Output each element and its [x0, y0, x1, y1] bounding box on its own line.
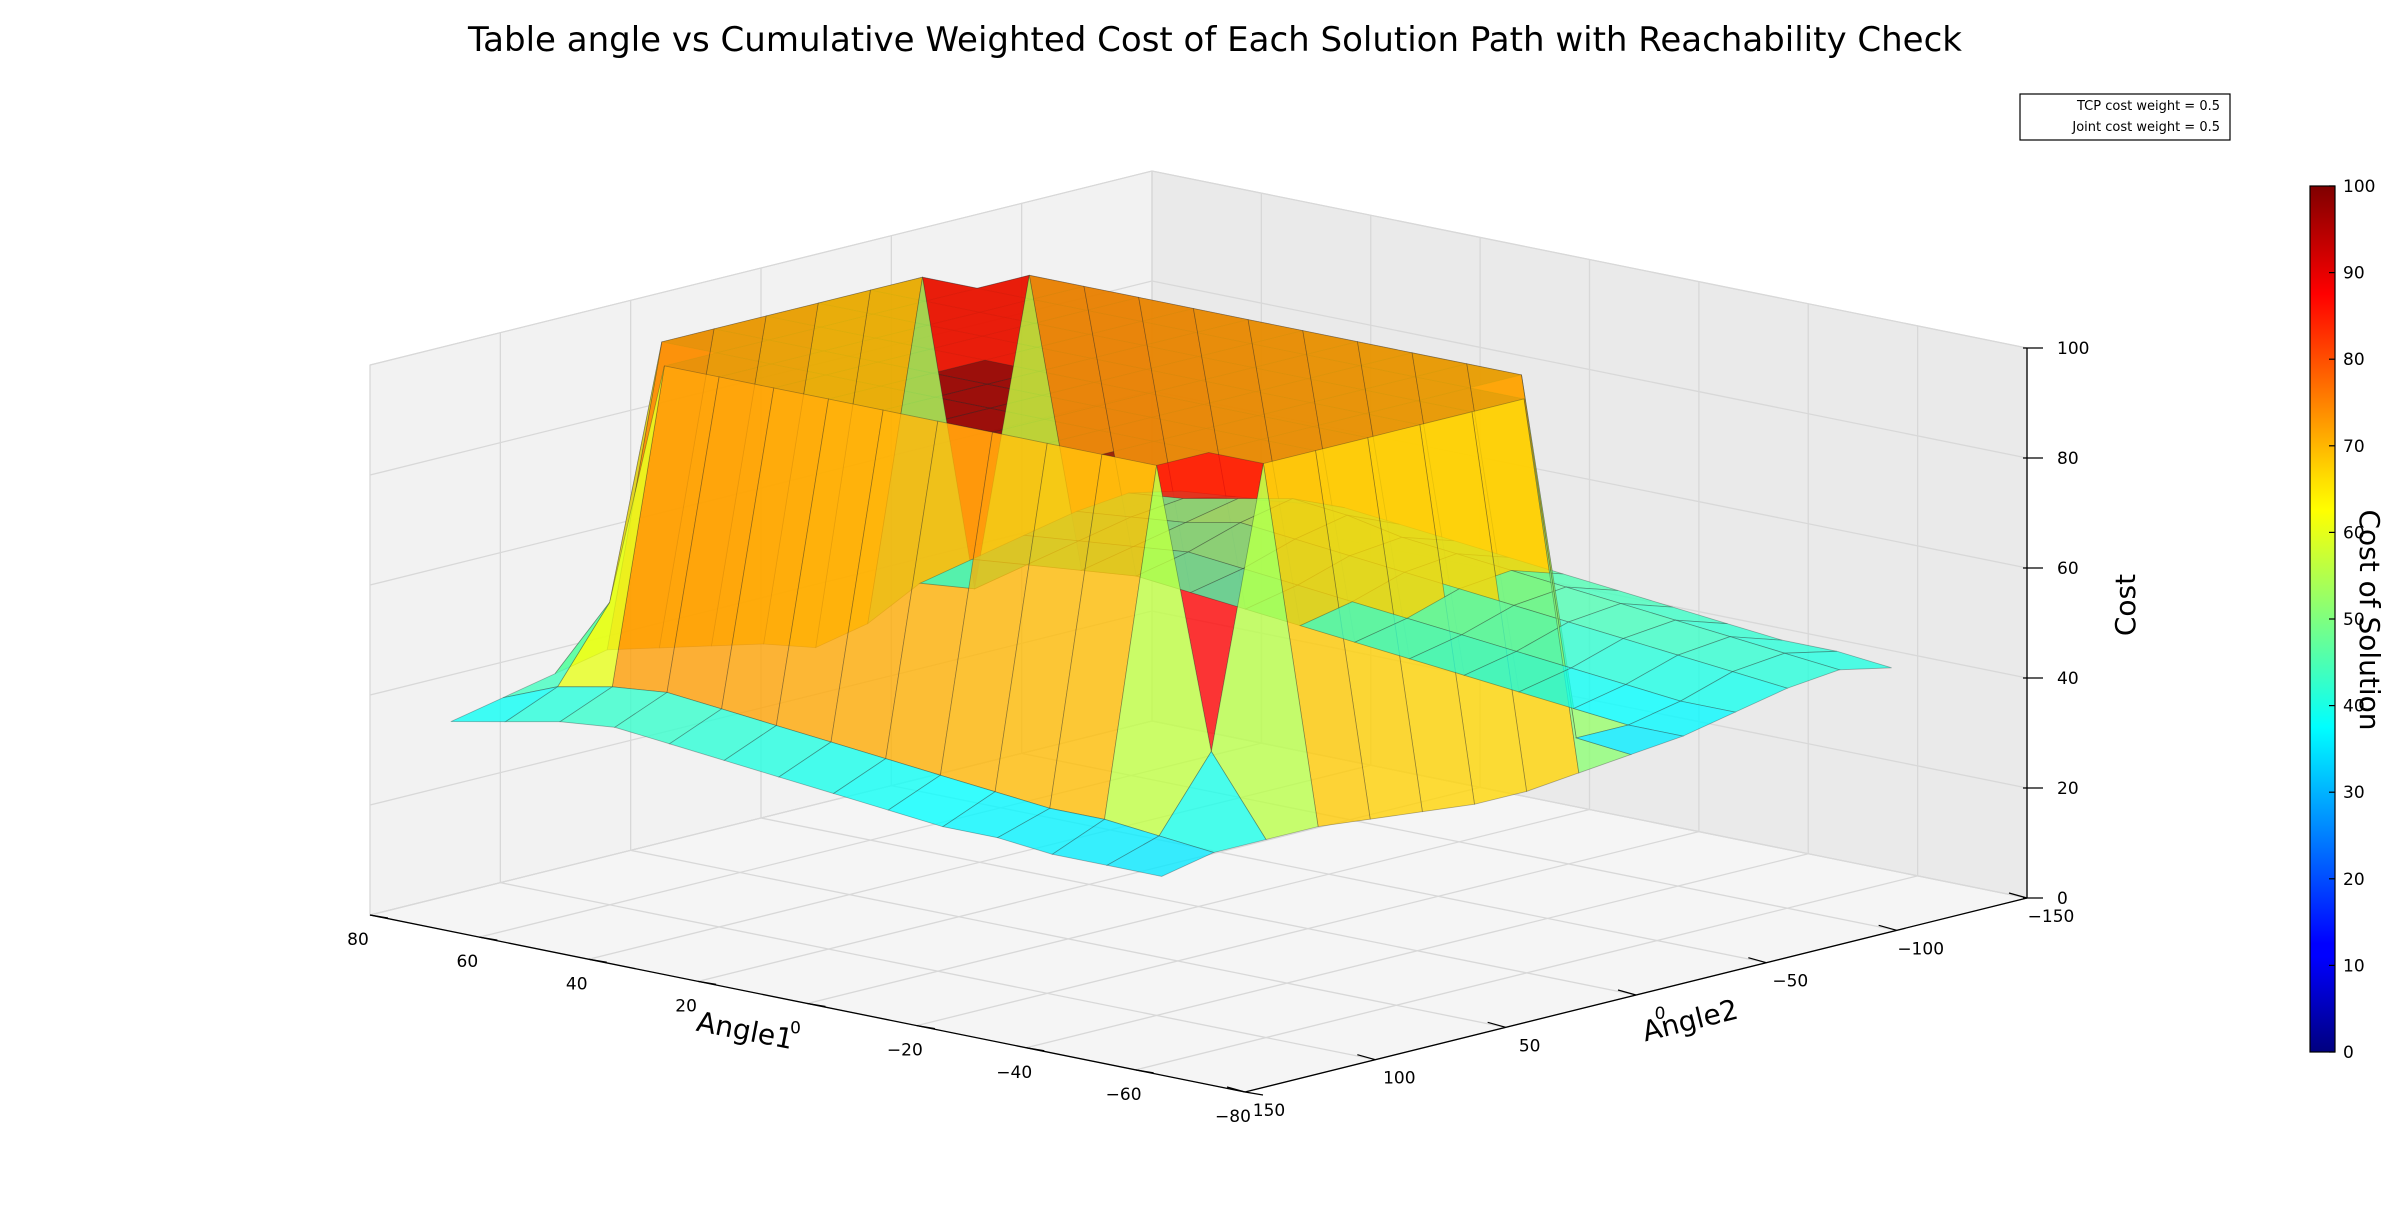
y-tick-label: 150	[1253, 1101, 1285, 1121]
x-tick-label: 80	[347, 930, 369, 950]
colorbar-tick-label: 70	[2343, 437, 2365, 457]
z-tick-label: 0	[2057, 889, 2068, 909]
y-tick-label: −100	[1897, 939, 1944, 959]
tick-labels: 80 60 40 20 0 −20 −40 −60 −80 150 100 50 0 −50 −100 −15…	[347, 339, 2089, 1127]
y-tick-label: 0	[1655, 1004, 1666, 1024]
colorbar: 0 10 20 30 40 50 60 70 80 90 100 Cost of Solution	[2309, 177, 2386, 1063]
x-tick-mark	[369, 914, 389, 919]
z-tick-label: 60	[2057, 559, 2079, 579]
z-tick-label: 20	[2057, 779, 2079, 799]
surface-face	[1523, 398, 1633, 774]
x-tick-mark	[1135, 1069, 1154, 1074]
colorbar-tick-label: 80	[2343, 350, 2365, 370]
y-tick-mark	[2008, 892, 2028, 899]
colorbar-tick-label: 10	[2343, 956, 2365, 976]
x-tick-label: 40	[566, 974, 588, 994]
grid-line	[760, 817, 1637, 996]
z-axis-label: Cost	[2109, 574, 2142, 636]
grid-line	[500, 882, 1376, 1061]
surface-face	[1574, 724, 1685, 755]
y-tick-label: 100	[1383, 1069, 1415, 1089]
y-tick-mark	[1617, 989, 1637, 996]
grid-line	[630, 849, 1506, 1028]
x-tick-mark	[698, 980, 717, 985]
legend-entry: TCP cost weight = 0.5	[2076, 99, 2220, 114]
y-axis-label: Angle2	[1639, 993, 1742, 1049]
surface-mesh	[450, 274, 1892, 877]
y-tick-mark	[1226, 1086, 1246, 1093]
colorbar-tick-label: 60	[2343, 523, 2365, 543]
y-tick-mark	[1878, 924, 1897, 931]
colorbar-tick-label: 100	[2343, 177, 2375, 197]
x-tick-label: −60	[1106, 1085, 1142, 1105]
x-tick-mark	[588, 958, 607, 963]
y-tick-label: 50	[1519, 1036, 1541, 1056]
z-tick-label: 40	[2057, 669, 2079, 689]
legend-box	[2019, 93, 2231, 141]
x-tick-mark	[1026, 1047, 1045, 1052]
grid-line	[369, 170, 2028, 366]
x-tick-mark	[1244, 1091, 1264, 1096]
y-tick-mark	[1748, 957, 1767, 964]
x-tick-label: −80	[1215, 1107, 1251, 1127]
y-tick-label: −50	[1772, 972, 1808, 992]
x-tick-label: 0	[790, 1019, 801, 1039]
grid-line	[369, 280, 2028, 476]
x-tick-mark	[807, 1002, 826, 1008]
colorbar-tick-label: 20	[2343, 870, 2365, 890]
chart-title: Table angle vs Cumulative Weighted Cost …	[467, 20, 1962, 60]
x-tick-label: −20	[887, 1041, 923, 1061]
colorbar-tick-label: 90	[2343, 264, 2365, 284]
colorbar-tick-label: 30	[2343, 783, 2365, 803]
colorbar-tick-label: 50	[2343, 610, 2365, 630]
x-tick-mark	[479, 936, 498, 941]
x-tick-label: 20	[675, 996, 697, 1016]
legend-entry: Joint cost weight = 0.5	[2071, 120, 2220, 135]
legend: TCP cost weight = 0.5 Joint cost weight …	[2019, 93, 2231, 141]
z-tick-label: 100	[2057, 339, 2089, 359]
colorbar-tick-label: 0	[2343, 1043, 2354, 1063]
x-tick-label: −40	[996, 1063, 1032, 1083]
surface-face	[450, 686, 558, 723]
colorbar-label: Cost of Solution	[2353, 509, 2386, 730]
y-tick-label: −150	[2028, 907, 2075, 927]
x-axis-label: Angle1	[694, 1005, 796, 1056]
x-tick-mark	[916, 1025, 935, 1030]
y-tick-mark	[1357, 1054, 1376, 1061]
y-tick-mark	[1487, 1021, 1506, 1028]
x-tick-label: 60	[457, 952, 479, 972]
colorbar-tick-label: 40	[2343, 697, 2365, 717]
z-tick-label: 80	[2057, 449, 2079, 469]
surface-face	[1105, 835, 1215, 877]
